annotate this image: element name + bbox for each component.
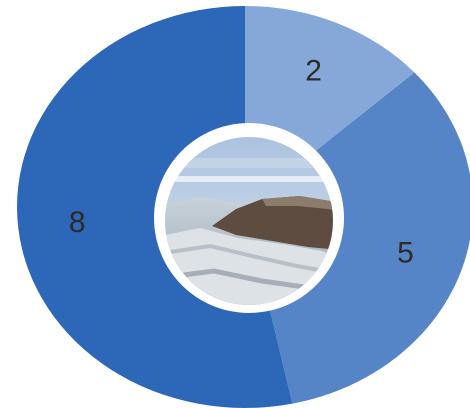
slice-value-label: 5 [397,237,414,270]
slice-value-label: 2 [305,55,322,88]
slice-value-label: 8 [69,206,86,239]
